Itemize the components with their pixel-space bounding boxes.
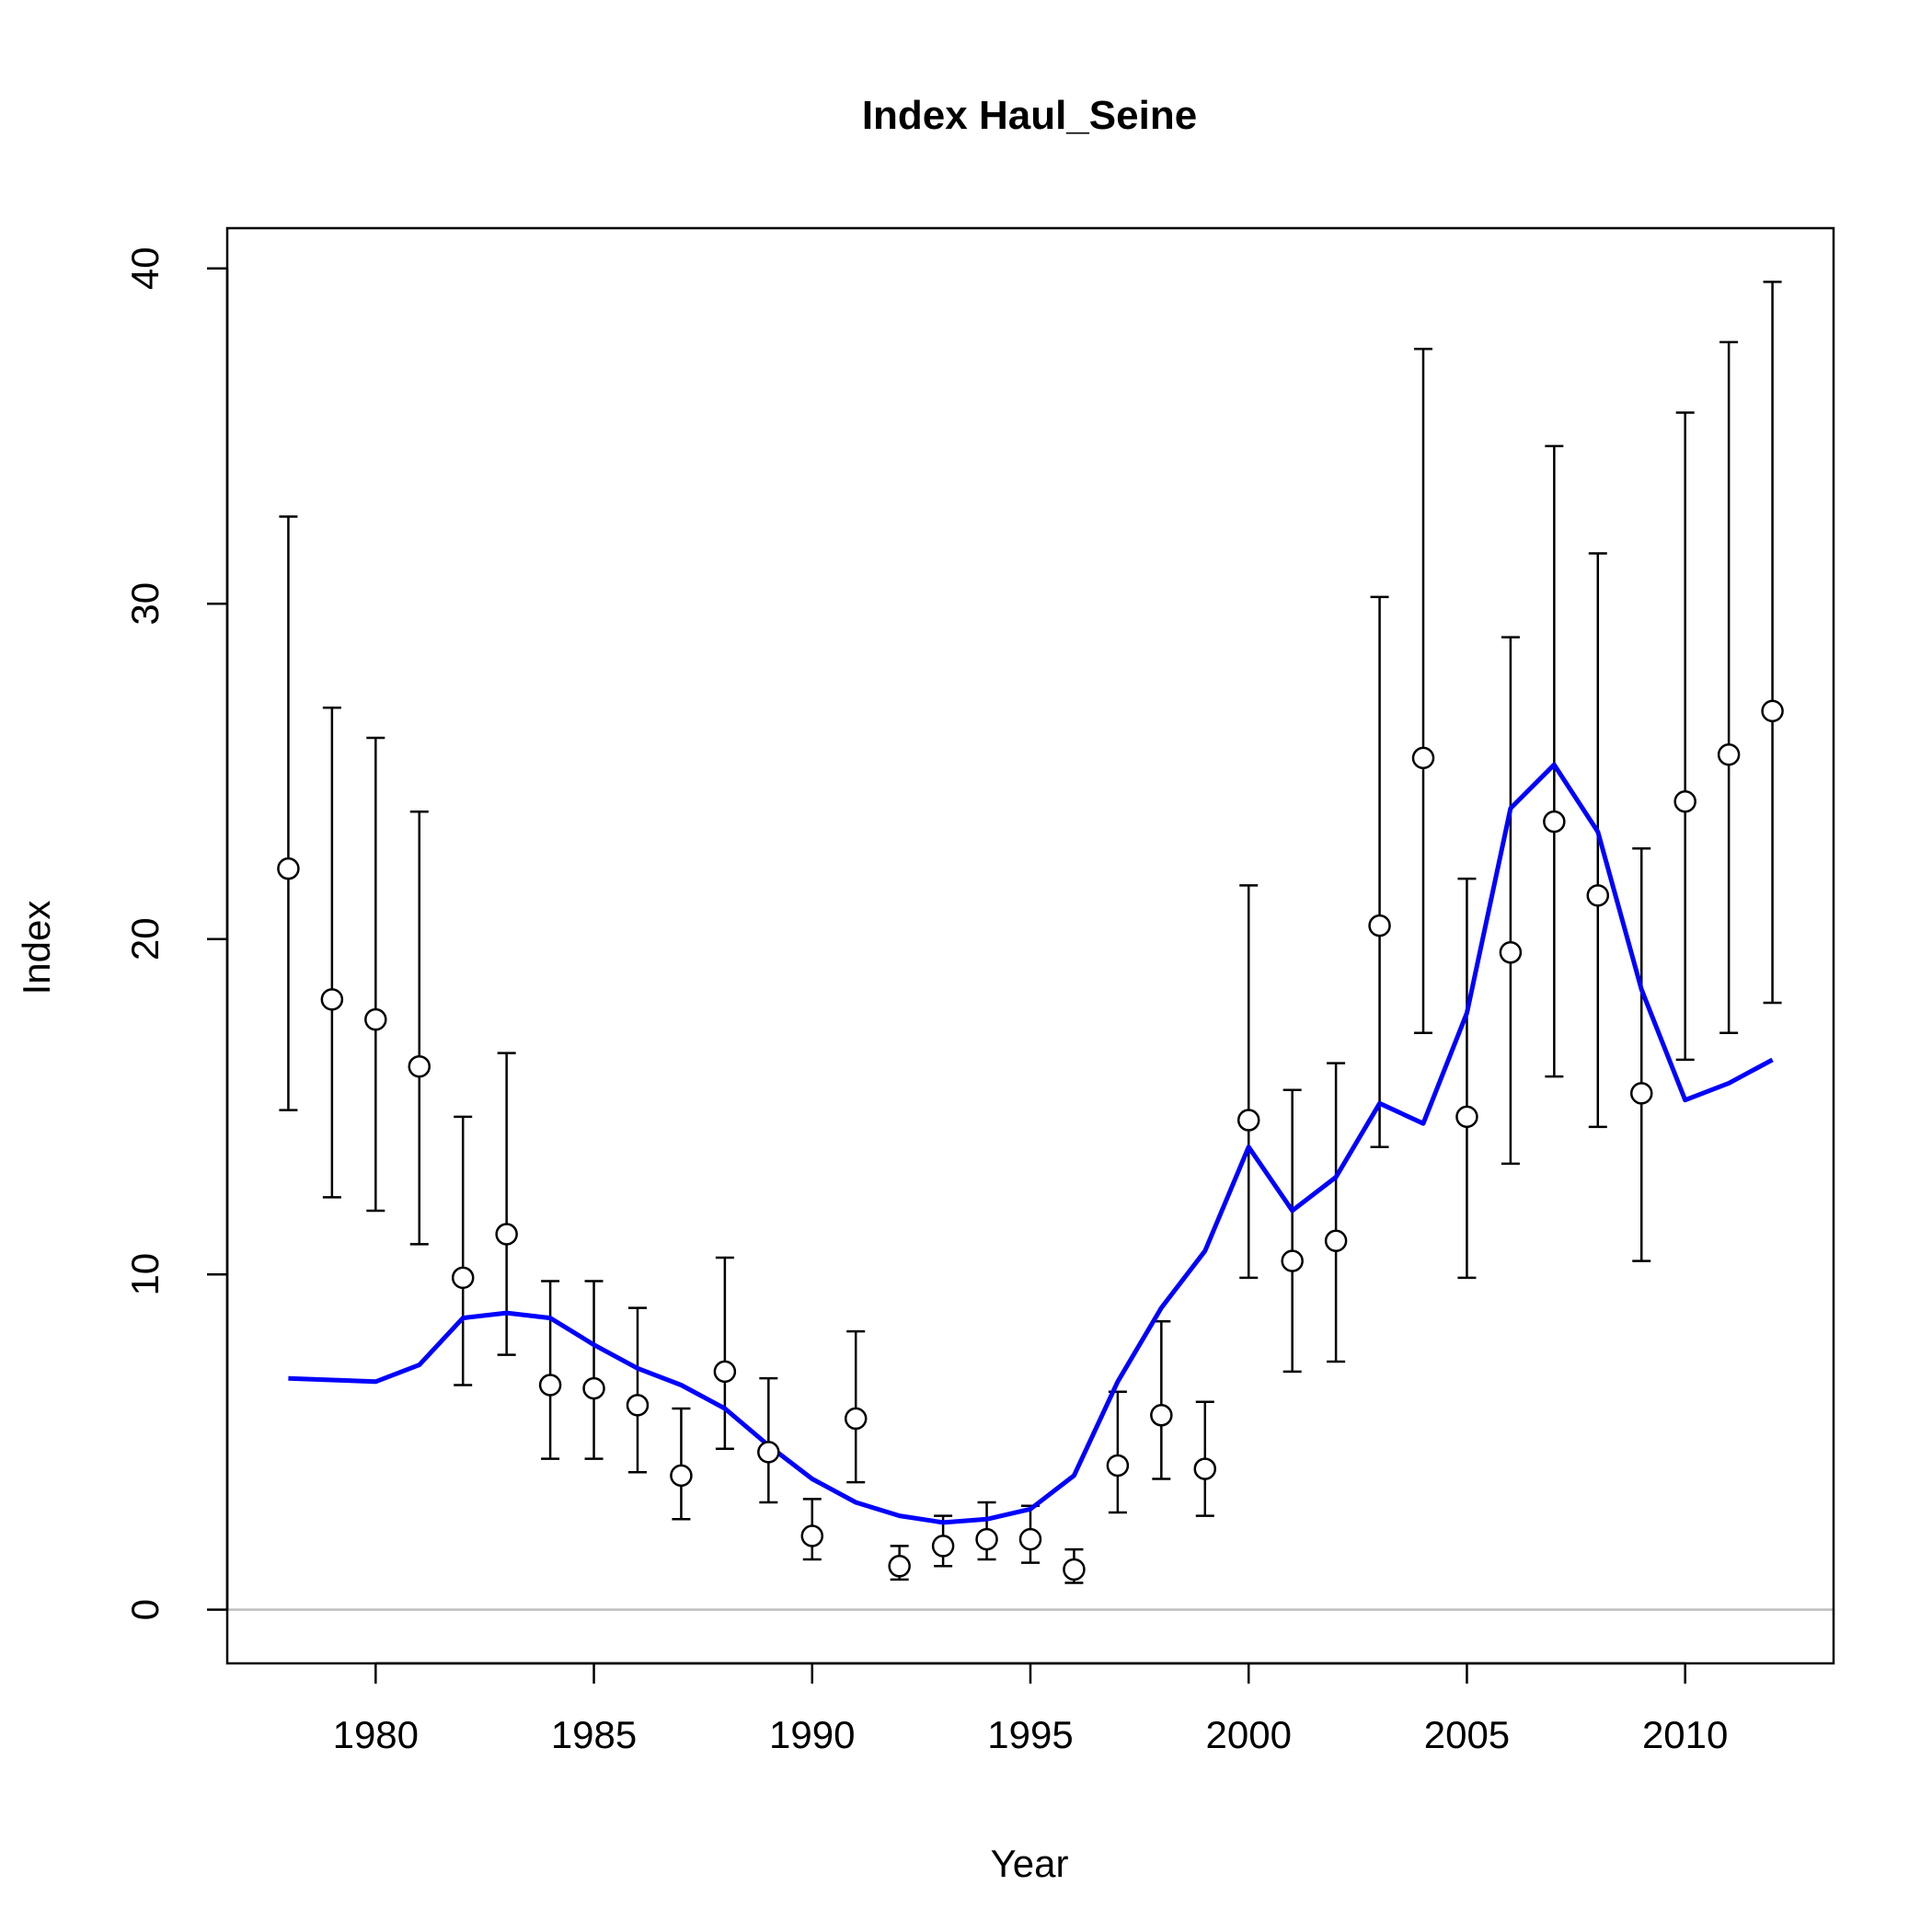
observed-point (1193, 1457, 1217, 1480)
observed-point (1673, 790, 1696, 813)
x-tick-label: 2010 (1642, 1713, 1728, 1756)
observed-point (451, 1266, 475, 1290)
y-tick-label: 0 (123, 1599, 167, 1620)
error-bar (322, 706, 341, 1199)
error-bar (1763, 281, 1782, 1005)
fitted-index-line (288, 762, 1774, 1525)
error-bar (759, 1376, 778, 1504)
observed-point (364, 1007, 387, 1031)
observed-point (626, 1394, 650, 1417)
observed-point (1499, 941, 1523, 964)
observed-point (670, 1464, 693, 1488)
observed-point (408, 1054, 431, 1078)
observed-point (1368, 914, 1391, 937)
y-tick-label: 10 (123, 1253, 167, 1296)
observed-point (1455, 1105, 1478, 1129)
observed-point (277, 857, 300, 880)
error-bar (1675, 411, 1695, 1062)
observed-point (1543, 810, 1566, 834)
plot-layer: 1980 1985 1990 1995 2000 2005 2010 0 10 20 30 40 (123, 226, 1835, 1756)
error-bar (409, 810, 429, 1246)
error-bar (541, 1280, 560, 1460)
error-bar (1239, 884, 1259, 1280)
observed-point (1324, 1229, 1348, 1252)
observed-point (320, 988, 344, 1011)
error-bar (715, 1256, 734, 1450)
y-axis-label: Index (15, 901, 58, 995)
observed-point (1236, 1109, 1260, 1132)
chart-title: Index Haul_Seine (862, 93, 1197, 138)
y-tick-label: 40 (123, 247, 167, 290)
observed-point (582, 1376, 605, 1400)
observed-point (495, 1223, 518, 1246)
error-bar (1282, 1088, 1302, 1374)
error-bar (627, 1306, 647, 1474)
observed-point (931, 1535, 955, 1558)
x-tick-label: 2000 (1206, 1713, 1292, 1756)
observed-point (1761, 699, 1784, 723)
x-axis-label: Year (991, 1842, 1069, 1885)
observed-point (538, 1374, 562, 1397)
observed-point (713, 1360, 737, 1384)
observed-point (1281, 1249, 1304, 1272)
observed-point (1717, 742, 1741, 766)
error-bar (1327, 1062, 1346, 1363)
error-bar (1632, 847, 1651, 1262)
error-bar (1719, 340, 1739, 1035)
observed-point (1629, 1082, 1653, 1105)
observed-point (757, 1441, 780, 1464)
error-bar (584, 1280, 604, 1460)
x-tick-label: 2005 (1424, 1713, 1510, 1756)
observed-point (1106, 1454, 1130, 1478)
y-tick-label: 30 (123, 582, 167, 626)
y-tick-label: 20 (123, 917, 167, 960)
error-bar (279, 515, 298, 1111)
error-bar (454, 1115, 473, 1386)
x-tick-label: 1995 (987, 1713, 1073, 1756)
x-tick-label: 1980 (333, 1713, 419, 1756)
observed-point (975, 1527, 998, 1551)
observed-point (888, 1555, 911, 1578)
observed-point (800, 1524, 824, 1547)
observed-point (1063, 1558, 1086, 1581)
observed-point (1586, 884, 1610, 907)
error-bar (1414, 347, 1433, 1035)
observed-point (1411, 746, 1435, 770)
x-tick-label: 1990 (769, 1713, 855, 1756)
error-bar (672, 1407, 691, 1521)
error-bar (1370, 595, 1389, 1148)
observed-point (1150, 1404, 1173, 1427)
x-tick-label: 1985 (551, 1713, 637, 1756)
observed-point (1018, 1527, 1042, 1551)
error-bar (497, 1052, 516, 1356)
error-bar (366, 736, 385, 1213)
observed-point (844, 1407, 868, 1431)
error-bar (846, 1329, 866, 1484)
error-bar (1545, 444, 1564, 1078)
error-bar (1457, 877, 1477, 1280)
error-bar (1501, 636, 1520, 1166)
